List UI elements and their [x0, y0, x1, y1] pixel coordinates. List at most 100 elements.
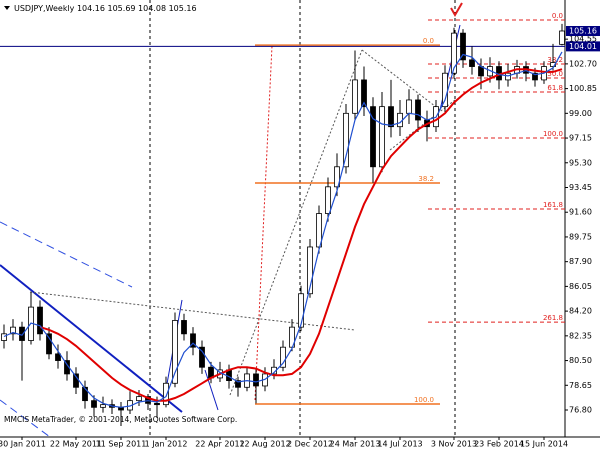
open: 104.16	[77, 4, 105, 13]
candle-body	[37, 306, 43, 335]
candle-body	[163, 382, 169, 406]
fibo-label: 100.0	[543, 130, 563, 138]
channel-line	[0, 399, 51, 438]
candle-body	[532, 72, 538, 81]
hline-price-box	[566, 41, 600, 52]
candle-body	[451, 32, 457, 74]
chart-header: USDJPY,Weekly 104.16 105.69 104.08 105.1…	[14, 4, 197, 13]
fibo-label: 161.8	[543, 201, 563, 209]
x-tick-label: 30 Jan 2011	[0, 440, 46, 449]
fibo-label: 38.2	[418, 175, 434, 183]
candle-body	[325, 186, 331, 214]
fibo-label: 100.0	[414, 396, 434, 404]
fibo-label: 61.8	[547, 84, 563, 92]
y-tick-label: 86.05	[569, 282, 592, 291]
candle-body	[235, 380, 241, 388]
high: 105.69	[108, 4, 136, 13]
x-tick-label: 23 Feb 2014	[474, 440, 524, 449]
close: 105.16	[169, 4, 197, 13]
candle-body	[505, 72, 511, 81]
candle-body	[316, 213, 322, 248]
y-tick-label: 87.90	[569, 257, 592, 266]
trend-line	[389, 99, 456, 151]
trend-line	[361, 49, 441, 111]
y-tick-label: 80.50	[569, 356, 592, 365]
y-tick-label: 102.70	[569, 59, 597, 68]
moving-average	[39, 68, 563, 402]
moving-average	[3, 51, 563, 408]
channel-line	[0, 221, 133, 288]
current-price-label: 105.16	[569, 27, 597, 36]
candle-body	[91, 400, 97, 408]
symbol: USDJPY,Weekly	[14, 4, 75, 13]
y-tick-label: 89.75	[569, 232, 592, 241]
candle-body	[253, 373, 259, 387]
candle-body	[352, 79, 358, 114]
x-tick-label: 12 Aug 2012	[239, 440, 290, 449]
candle-body	[298, 293, 304, 328]
candle-body	[100, 404, 106, 408]
hline-price-label: 104.01	[569, 42, 597, 51]
x-tick-label: 22 May 2011	[50, 440, 102, 449]
candle-body	[1, 333, 7, 341]
candle-body	[46, 333, 52, 355]
candle-body	[307, 246, 313, 295]
trend-line	[229, 49, 363, 396]
y-tick-label: 82.35	[569, 331, 592, 340]
candle-body	[370, 106, 376, 168]
fibo-label: 261.8	[543, 314, 563, 322]
fibo-label: 50.0	[547, 70, 563, 78]
current-price-box	[566, 26, 600, 37]
x-tick-label: 11 Sep 2011	[96, 440, 147, 449]
y-tick-label: 100.85	[569, 84, 597, 93]
x-tick-label: 2 Dec 2012	[287, 440, 333, 449]
x-tick-label: 1 Jan 2012	[145, 440, 188, 449]
candle-body	[190, 333, 196, 348]
candle-body	[136, 396, 142, 402]
y-tick-label: 91.60	[569, 208, 592, 217]
candle-body	[406, 99, 412, 114]
menu-icon	[4, 6, 10, 10]
low: 104.08	[138, 4, 166, 13]
candle-body	[154, 402, 160, 406]
candle-body	[388, 106, 394, 128]
trend-line	[0, 264, 183, 413]
candle-body	[469, 59, 475, 67]
candle-body	[145, 396, 151, 404]
x-tick-label: 14 Jul 2013	[377, 440, 422, 449]
candle-body	[199, 346, 205, 368]
candle-body	[559, 30, 565, 45]
y-tick-label: 84.20	[569, 307, 592, 316]
candle-body	[442, 72, 448, 108]
y-tick-label: 97.15	[569, 134, 592, 143]
y-tick-label: 104.55	[569, 35, 597, 44]
y-tick-label: 93.45	[569, 183, 592, 192]
y-tick-label: 95.30	[569, 158, 592, 167]
fibo-link	[254, 45, 273, 401]
candle-body	[343, 112, 349, 168]
fibo-label: 0.0	[423, 37, 434, 45]
y-tick-label: 76.80	[569, 406, 592, 415]
candle-body	[460, 32, 466, 61]
candle-body	[82, 386, 88, 402]
candle-body	[334, 166, 340, 188]
x-tick-label: 24 Mar 2013	[330, 440, 381, 449]
candle-body	[55, 353, 61, 361]
candle-body	[181, 320, 187, 335]
candle-body	[379, 106, 385, 168]
x-tick-label: 3 Nov 2013	[431, 440, 477, 449]
candle-body	[172, 320, 178, 384]
y-tick-label: 78.65	[569, 381, 592, 390]
candle-body	[361, 79, 367, 108]
fibo-label: 38.2	[547, 56, 563, 64]
candle-body	[10, 326, 16, 335]
candle-body	[415, 99, 421, 121]
x-tick-label: 22 Apr 2012	[195, 440, 244, 449]
candle-body	[280, 346, 286, 368]
x-tick-label: 15 Jun 2014	[520, 440, 568, 449]
check-mark	[450, 2, 463, 17]
trend-line	[204, 369, 219, 411]
fibo-label: 0.0	[552, 12, 563, 20]
